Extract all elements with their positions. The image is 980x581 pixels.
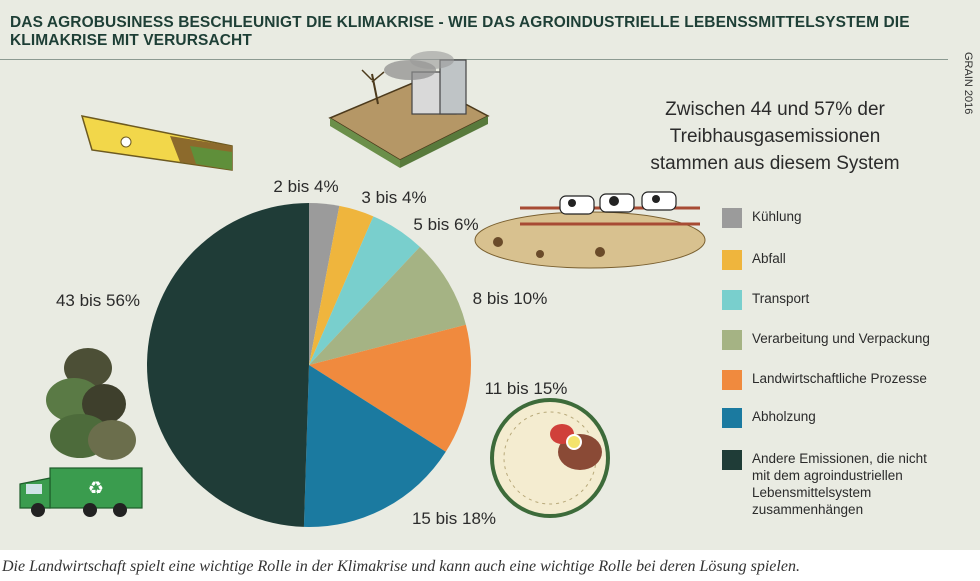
headline-line-1: Zwischen 44 und 57% der [665,99,885,120]
legend-item-1: Kühlung [722,208,952,228]
legend-swatch-7 [722,450,742,470]
title-divider [0,59,948,60]
factory-illustration [328,51,490,168]
pie-slice-label-1: 2 bis 4% [273,177,338,196]
pie-slice-3 [309,216,420,365]
legend-item-4: Verarbeitung und Verpackung [722,330,952,350]
pie-slice-6 [303,365,446,527]
legend-item-5: Landwirtschaftliche Prozesse [722,370,952,390]
legend-item-3: Transport [722,290,952,310]
legend-label-4: Verarbeitung und Verpackung [752,331,930,346]
legend-item-6: Abholzung [722,408,952,428]
cows-illustration [474,191,706,269]
headline-line-3: stammen aus diesem System [650,153,900,174]
legend-swatch-5 [722,370,742,390]
plate-illustration [490,398,610,518]
pie-slice-label-6: 15 bis 18% [412,509,496,528]
pie-labels: 2 bis 4% 3 bis 4% 5 bis 6% 8 bis 10% 11 bis … [56,177,567,528]
legend-label-6: Abholzung [752,409,816,424]
pie-slice-label-2: 3 bis 4% [361,188,426,207]
pie-slice-5 [309,324,471,452]
svg-text:♻: ♻ [88,478,104,499]
headline: Zwischen 44 und 57% der Treibhausgasemis… [640,96,910,177]
legend-swatch-3 [722,290,742,310]
pie-slice-label-4: 8 bis 10% [473,289,548,308]
garbage-truck-illustration: ♻ [19,467,143,517]
cheese-illustration [80,115,233,171]
legend-label-5: Landwirtschaftliche Prozesse [752,371,927,386]
waste-bags-illustration [46,348,136,460]
legend-swatch-4 [722,330,742,350]
legend-label-3: Transport [752,291,810,306]
pie-slice-1 [309,203,340,365]
pie-chart: ♻ 2 bis 4% 3 bis 4% 5 bis 6% 8 bis 10% 11 bi… [19,51,706,528]
legend-item-2: Abfall [722,250,952,270]
legend-label-2: Abfall [752,251,786,266]
pie-slice-7 [147,203,309,527]
pie-slice-4 [309,246,466,365]
pie-slice-2 [309,205,374,365]
legend-item-7: Andere Emissionen, die nicht mit dem agr… [722,450,942,518]
caption: Die Landwirtschaft spielt eine wichtige … [2,558,800,575]
pie-slices [147,203,471,527]
legend-swatch-6 [722,408,742,428]
legend-swatch-1 [722,208,742,228]
pie-slice-label-5: 11 bis 15% [485,379,568,398]
headline-line-2: Treibhausgasemissionen [669,126,881,147]
legend-swatch-2 [722,250,742,270]
chart-panel [0,0,980,550]
legend-label-7: Andere Emissionen, die nicht mit dem agr… [752,451,927,517]
legend-label-1: Kühlung [752,209,802,224]
chart-title: DAS AGROBUSINESS BESCHLEUNIGT DIE KLIMAK… [10,14,910,49]
pie-slice-label-7: 43 bis 56% [56,291,140,310]
pie-slice-label-3: 5 bis 6% [413,215,478,234]
